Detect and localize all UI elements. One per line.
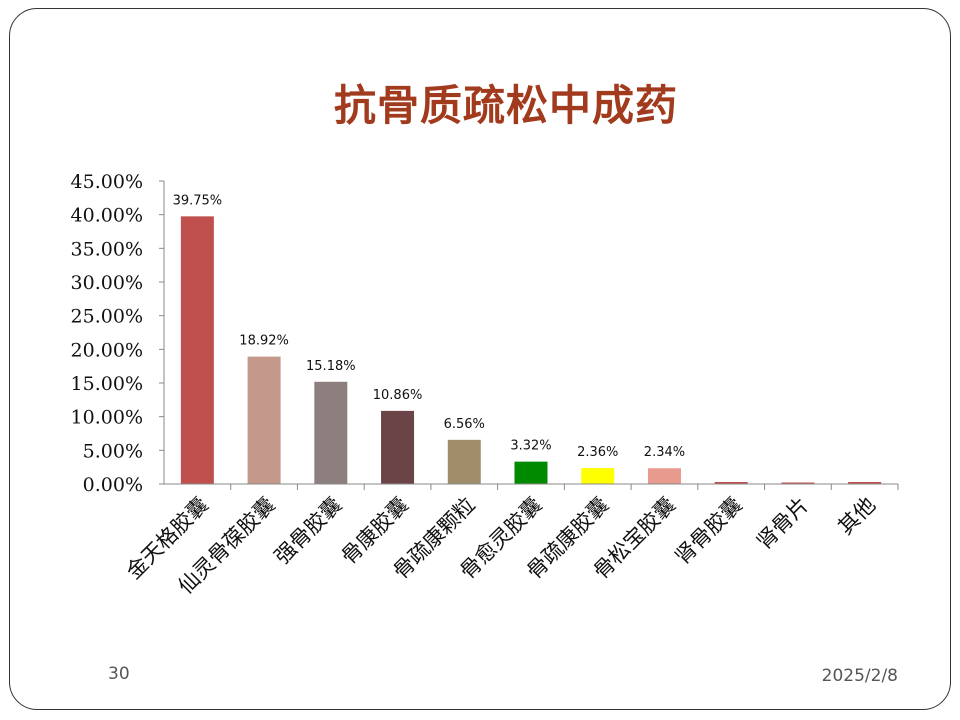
- data-label: 10.86%: [373, 388, 423, 403]
- bar-4: [381, 410, 415, 484]
- slide-frame: [9, 8, 951, 710]
- y-tick-label: 5.00%: [83, 440, 143, 462]
- x-tick-label: 强骨胶囊: [270, 493, 346, 569]
- y-tick-label: 30.00%: [71, 272, 143, 294]
- y-tick-label: 15.00%: [71, 373, 143, 395]
- x-tick-label: 其他: [834, 493, 881, 540]
- x-axis: 金天格胶囊仙灵骨葆胶囊强骨胶囊骨康胶囊骨疏康颗粒骨愈灵胶囊骨疏康胶囊骨松宝胶囊肾…: [122, 483, 899, 599]
- data-label: 18.92%: [239, 334, 289, 349]
- x-tick-label: 肾骨胶囊: [670, 493, 746, 569]
- y-tick-label: 25.00%: [71, 306, 143, 328]
- y-tick-label: 20.00%: [71, 339, 143, 361]
- bar-8: [647, 468, 681, 484]
- page-number: 30: [108, 664, 130, 684]
- y-tick-label: 0.00%: [83, 474, 143, 496]
- bar-5: [447, 439, 481, 484]
- bar-9: [714, 481, 748, 484]
- data-label: 3.32%: [510, 439, 551, 454]
- data-label: 15.18%: [306, 359, 356, 374]
- bar-11: [848, 481, 882, 484]
- y-tick-label: 10.00%: [71, 407, 143, 429]
- bars: 39.75% 18.92% 15.18% 10.86% 6.56% 3.32% 2.36% 2…: [173, 193, 882, 484]
- y-tick-label: 45.00%: [71, 171, 143, 193]
- bar-2: [247, 356, 281, 484]
- bar-7: [581, 468, 615, 484]
- x-tick-label: 肾骨片: [752, 493, 814, 555]
- bar-1: [180, 216, 214, 484]
- y-axis: 0.00% 5.00% 10.00% 15.00% 20.00% 25.00% 30.00%…: [71, 171, 165, 496]
- bar-10: [781, 482, 815, 484]
- slide-date: 2025/2/8: [821, 666, 898, 686]
- data-label: 2.36%: [577, 445, 618, 460]
- bar-3: [314, 381, 348, 484]
- chart-title: 抗骨质疏松中成药: [333, 81, 678, 130]
- data-label: 6.56%: [444, 417, 485, 432]
- data-label: 39.75%: [173, 193, 223, 208]
- y-tick-label: 40.00%: [71, 205, 143, 227]
- data-label: 2.34%: [644, 445, 685, 460]
- bar-6: [514, 461, 548, 484]
- y-tick-label: 35.00%: [71, 238, 143, 260]
